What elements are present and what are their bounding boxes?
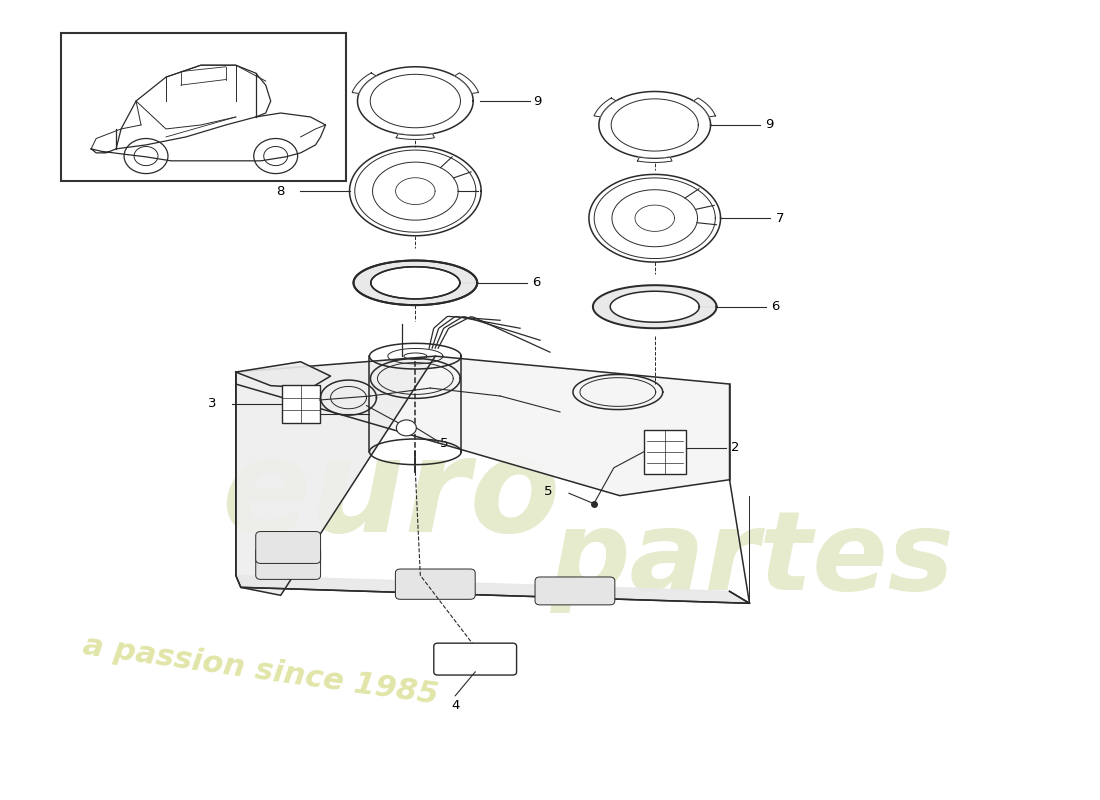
Polygon shape	[593, 286, 716, 328]
FancyBboxPatch shape	[535, 577, 615, 605]
Text: 3: 3	[208, 398, 217, 410]
Bar	[282, 385, 320, 423]
Circle shape	[396, 420, 416, 436]
Text: partes: partes	[550, 506, 954, 613]
Polygon shape	[396, 134, 435, 139]
Polygon shape	[352, 73, 376, 94]
Text: a passion since 1985: a passion since 1985	[81, 632, 440, 710]
Text: 2: 2	[730, 442, 739, 454]
Text: 5: 5	[543, 485, 552, 498]
Polygon shape	[235, 362, 331, 388]
Text: 4: 4	[451, 699, 460, 712]
FancyBboxPatch shape	[433, 643, 517, 675]
Text: 9: 9	[766, 118, 773, 131]
Text: 9: 9	[534, 94, 541, 107]
Text: euro: euro	[221, 432, 560, 559]
Polygon shape	[594, 98, 616, 117]
Polygon shape	[454, 73, 478, 94]
Polygon shape	[235, 575, 749, 603]
Polygon shape	[353, 261, 477, 305]
Polygon shape	[693, 98, 715, 117]
Polygon shape	[637, 157, 672, 162]
Text: 6: 6	[532, 276, 540, 290]
Polygon shape	[235, 356, 436, 595]
Text: 5: 5	[440, 438, 449, 450]
Bar	[644, 430, 685, 474]
Bar	[62, 34, 345, 181]
FancyBboxPatch shape	[395, 569, 475, 599]
Text: 1: 1	[301, 407, 309, 420]
Text: 7: 7	[776, 212, 784, 225]
FancyBboxPatch shape	[255, 531, 320, 563]
Text: 6: 6	[771, 300, 780, 314]
Text: 8: 8	[276, 185, 285, 198]
FancyBboxPatch shape	[255, 547, 320, 579]
Polygon shape	[235, 356, 729, 496]
